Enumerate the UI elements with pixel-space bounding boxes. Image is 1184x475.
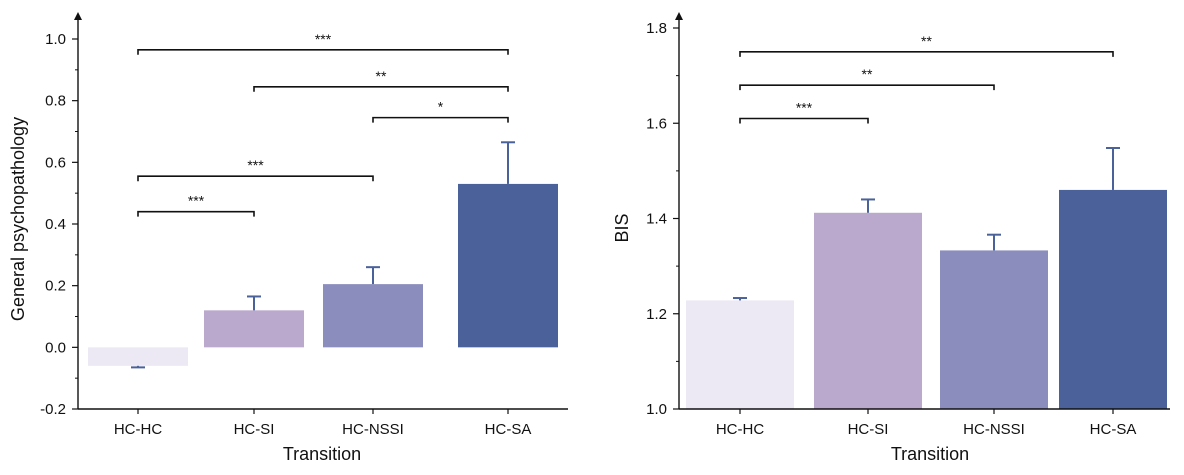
x-tick-label: HC-NSSI bbox=[963, 421, 1025, 438]
y-axis-title: BIS bbox=[612, 213, 632, 242]
x-tick-label: HC-SA bbox=[1090, 421, 1137, 438]
chart-bis: BIS Transition 1.0 1.2 1.4 1.6 1.8 HC-HC HC-SI… bbox=[612, 12, 1170, 464]
y-tick-label: 1.0 bbox=[45, 31, 66, 48]
significance-bracket bbox=[137, 210, 255, 217]
significance-label: ** bbox=[862, 66, 873, 82]
significance-bracket bbox=[137, 175, 374, 182]
y-tick-label: 0.2 bbox=[45, 278, 66, 295]
y-tick-label: 0.8 bbox=[45, 93, 66, 110]
bar-hc-sa bbox=[1059, 189, 1167, 409]
significance-label: ** bbox=[921, 33, 932, 49]
y-tick-label: 1.4 bbox=[646, 211, 667, 228]
y-tick-label: 1.0 bbox=[646, 401, 667, 418]
significance-label: *** bbox=[315, 31, 332, 47]
x-tick-label: HC-HC bbox=[716, 421, 764, 438]
significance-label: ** bbox=[376, 68, 387, 84]
y-tick-label: 0.6 bbox=[45, 154, 66, 171]
significance-label: *** bbox=[188, 193, 205, 209]
significance-label: * bbox=[438, 99, 444, 115]
significance-bracket bbox=[372, 116, 509, 123]
x-tick-label: HC-NSSI bbox=[342, 421, 404, 438]
bar-hc-nssi bbox=[940, 250, 1048, 409]
y-tick-label: 0.0 bbox=[45, 339, 66, 356]
x-tick-label: HC-SI bbox=[848, 421, 889, 438]
bar-hc-si bbox=[814, 212, 922, 409]
chart-general-psychopathology: General psychopathology Transition -0.2 0… bbox=[8, 12, 568, 464]
y-tick-label: -0.2 bbox=[40, 401, 66, 418]
significance-bracket bbox=[137, 48, 509, 55]
y-tick-label: 1.8 bbox=[646, 20, 667, 37]
y-tick-label: 1.2 bbox=[646, 306, 667, 323]
bar-hc-sa bbox=[458, 183, 558, 348]
bar-hc-hc bbox=[686, 300, 794, 409]
y-axis-title: General psychopathology bbox=[8, 117, 28, 321]
y-axis-arrow-icon bbox=[675, 12, 683, 20]
x-axis-title: Transition bbox=[891, 444, 969, 464]
y-tick-label: 1.6 bbox=[646, 115, 667, 132]
bar-hc-si bbox=[204, 310, 304, 348]
significance-bracket bbox=[253, 85, 509, 92]
bar-hc-nssi bbox=[323, 284, 423, 348]
x-axis-title: Transition bbox=[283, 444, 361, 464]
significance-bracket bbox=[739, 117, 869, 124]
y-axis-arrow-icon bbox=[74, 12, 82, 20]
bar-hc-hc bbox=[88, 347, 188, 366]
significance-label: *** bbox=[796, 99, 813, 115]
x-tick-label: HC-SI bbox=[234, 421, 275, 438]
y-tick-label: 0.4 bbox=[45, 216, 66, 233]
x-tick-label: HC-HC bbox=[114, 421, 162, 438]
significance-label: *** bbox=[247, 157, 264, 173]
significance-bracket bbox=[739, 51, 1114, 57]
significance-bracket bbox=[739, 84, 995, 91]
x-tick-label: HC-SA bbox=[485, 421, 532, 438]
